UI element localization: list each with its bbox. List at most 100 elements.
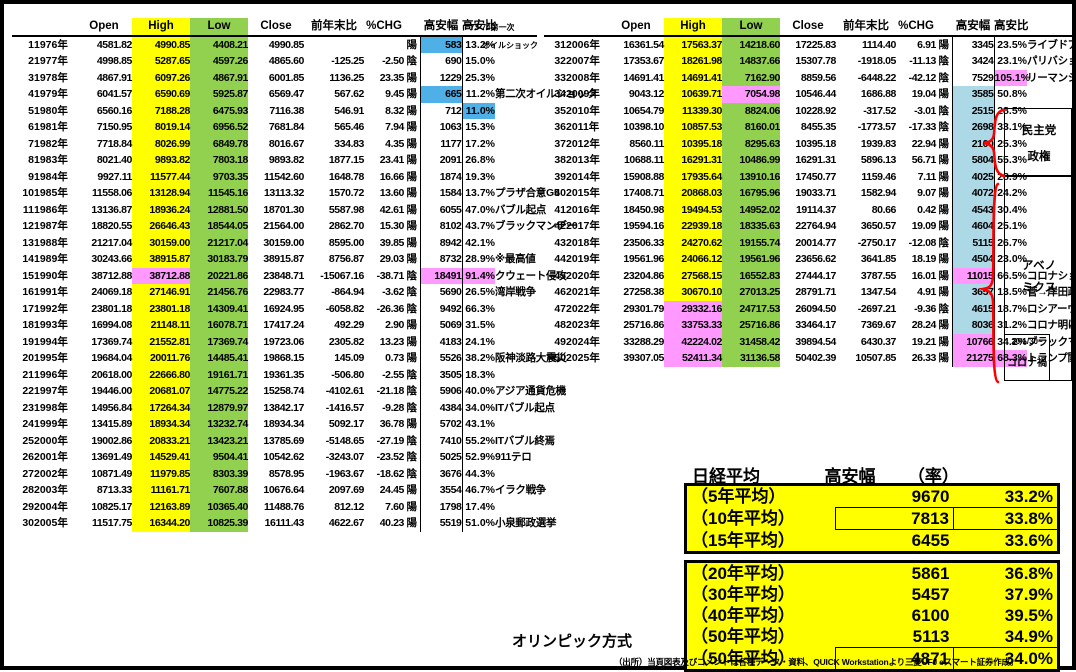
hdr-high: High (132, 18, 190, 36)
cell-updown-mark: 陰 (938, 302, 950, 315)
cell-close: 23656.62 (795, 253, 836, 265)
cell-note (495, 103, 537, 120)
cell-close: 23848.71 (263, 269, 304, 282)
cell-prev-change: -125.25 (331, 55, 364, 67)
cell-updown-mark: 陽 (936, 34, 952, 53)
table-row: 3 1978年 4867.91 6097.26 4867.91 6001.85 1136.2… (12, 69, 537, 87)
cell-pct-change: 29.03 (379, 253, 405, 265)
cell-note (495, 466, 537, 483)
cell-index: 8 (28, 154, 34, 166)
cell-index: 46 (554, 286, 566, 298)
table-row: 43 2018年 23506.33 24270.62 19155.74 20014.77 -… (544, 234, 1072, 251)
cell-prev-change: 546.91 (334, 104, 364, 117)
cell-open: 39307.05 (623, 352, 664, 364)
cell-open: 38712.88 (91, 269, 132, 282)
cell-pct-change: -9.36 (914, 302, 936, 315)
cell-range: 8732 (419, 251, 463, 268)
cell-pct-change: 18.19 (911, 253, 937, 265)
cell-updown-mark: 陽 (938, 335, 950, 348)
cell-low: 5925.87 (190, 86, 248, 103)
hdr-ratio-r: 高安比 (994, 20, 1029, 32)
cell-close: 6569.47 (268, 88, 305, 100)
cell-index: 22 (22, 385, 34, 397)
cell-prev-change: -506.80 (331, 368, 364, 381)
cell-open: 4867.91 (96, 71, 133, 84)
cell-prev-change: -15067.16 (320, 269, 364, 282)
table-row: 18 1993年 16994.08 21148.11 16078.71 17417.24 4… (12, 317, 537, 334)
cell-low: 8303.39 (190, 465, 248, 482)
cell-note (495, 235, 537, 252)
cell-ratio: 55.2% (465, 434, 495, 447)
cell-year: 1983年 (34, 154, 68, 166)
cell-range: 10766 (951, 333, 995, 350)
cell-pct-change: -3.01 (914, 104, 936, 117)
cell-year: 2012年 (566, 137, 600, 150)
cell-range: 690 (419, 53, 463, 70)
cell-high: 23801.18 (132, 300, 190, 317)
summary-label: （50年平均） (691, 627, 795, 647)
cell-updown-mark: 陽 (938, 253, 950, 265)
cell-prev-change: 1136.25 (329, 71, 364, 84)
summary-ratio: 39.5% (1004, 606, 1053, 625)
table-row: 1 1976年 4581.82 4990.85 4408.21 4990.85 陽 583 13… (12, 34, 537, 53)
cell-index: 14 (22, 253, 34, 265)
summary-label: （50年平均） (691, 648, 795, 668)
summary-label: （15年平均） (691, 530, 795, 550)
cell-updown-mark: 陰 (406, 401, 418, 414)
cell-note: イラク戦争 (495, 484, 546, 496)
cell-range: 1229 (419, 69, 463, 86)
cell-open: 24069.18 (91, 286, 132, 298)
cell-high: 7188.28 (132, 102, 190, 119)
cell-close: 4865.60 (268, 55, 305, 67)
hdr-index-r (544, 18, 566, 36)
cell-year: 2002年 (34, 467, 68, 480)
cell-pct-change: 24.45 (379, 484, 405, 496)
cell-close: 8455.35 (800, 121, 837, 133)
cell-updown-mark: 陰 (406, 269, 418, 282)
table-row: 47 2022年 29301.79 29332.16 24717.53 26094.50 -… (544, 300, 1076, 317)
cell-range: 8036 (951, 317, 995, 334)
cell-close: 20014.77 (795, 236, 836, 249)
cell-pct-change: 36.78 (379, 418, 405, 430)
table-row: 5 1980年 6560.16 7188.28 6475.93 7116.38 546.91… (12, 102, 537, 120)
cell-range: 4384 (419, 399, 463, 416)
cell-year: 2001年 (34, 451, 68, 463)
cell-pct-change: 13.60 (379, 187, 405, 199)
cell-low: 21456.76 (190, 284, 248, 301)
cell-year: 1994年 (34, 335, 68, 348)
cell-high: 20868.03 (664, 185, 722, 202)
cell-note: 菅→岸田政権 (1027, 286, 1076, 298)
cell-high: 24270.62 (664, 234, 722, 251)
cell-updown-mark: 陽 (938, 319, 950, 331)
cell-index: 41 (554, 203, 566, 216)
source-footnote: （出所）当頁図表及びコメントは各種データ・資料、QUICK Workstatio… (614, 657, 1019, 667)
cell-low: 7803.18 (190, 152, 248, 169)
cell-index: 21 (22, 368, 34, 381)
abenomics-label-2: ミクス (1021, 282, 1057, 294)
cell-year: 2016年 (566, 203, 600, 216)
cell-open: 19002.86 (91, 434, 132, 447)
cell-close: 10395.18 (795, 137, 836, 150)
cell-close: 17417.24 (263, 319, 304, 331)
cell-range: 5906 (419, 383, 463, 400)
cell-close: 33464.17 (795, 319, 836, 331)
cell-open: 18820.55 (91, 220, 132, 232)
cell-year: 1976年 (34, 34, 76, 53)
cell-updown-mark: 陰 (406, 451, 418, 463)
summary-title-left: 日経平均 (692, 467, 760, 486)
cell-index: 49 (554, 335, 566, 348)
cell-prev-change: 1347.54 (860, 286, 897, 298)
cell-low: 12881.50 (190, 201, 248, 218)
cell-pct-change: 15.30 (379, 220, 405, 232)
cell-open: 7718.84 (96, 137, 133, 150)
cell-pct-change: 4.91 (917, 286, 936, 298)
cell-prev-change: 145.09 (334, 352, 364, 364)
cell-year: 1997年 (34, 385, 68, 397)
cell-ratio: 105.1% (994, 69, 1030, 86)
cell-note (495, 70, 537, 87)
cell-updown-mark: 陽 (406, 121, 418, 133)
cell-year: 1978年 (34, 71, 68, 84)
cell-year: 2004年 (34, 500, 68, 513)
cell-note (495, 53, 537, 70)
cell-note: ※最高値 (495, 253, 536, 265)
